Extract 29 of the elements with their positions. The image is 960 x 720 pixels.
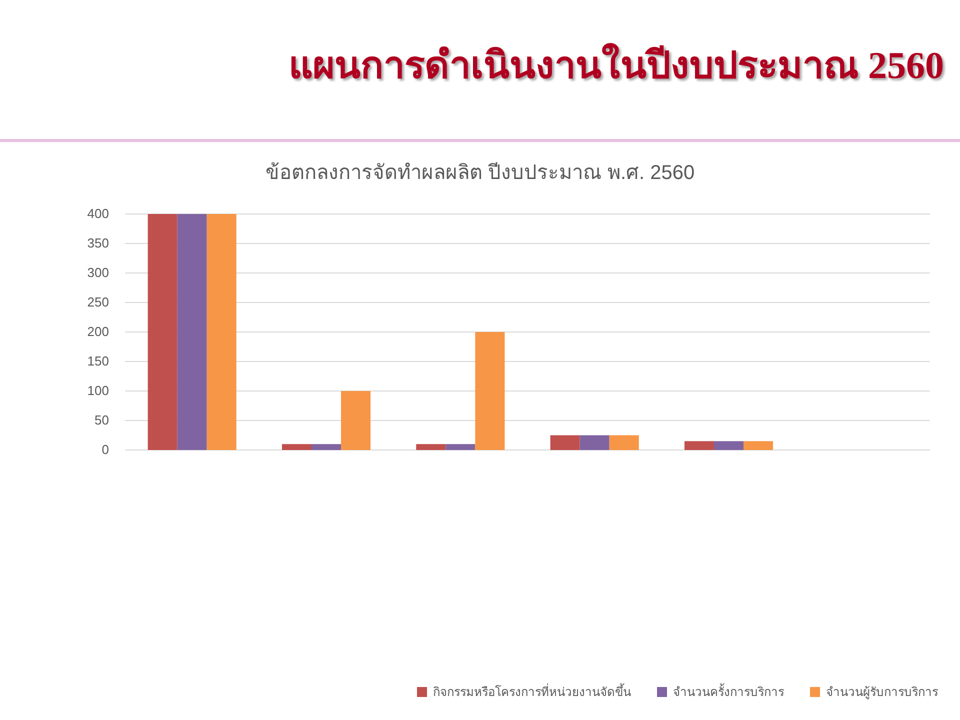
chart-subtitle: ข้อตกลงการจัดทำผลผลิต ปีงบประมาณ พ.ศ. 2560 [265,162,695,184]
bar [744,441,774,450]
y-tick-label: 100 [87,383,109,398]
bar [684,441,714,450]
y-tick-label: 200 [87,324,109,340]
y-tick-label: 150 [87,354,109,369]
y-tick-label: 400 [87,206,109,222]
bar [446,444,476,450]
y-tick-label: 0 [102,442,109,458]
bar [148,214,178,450]
legend-label: จำนวนครั้งการบริการ [673,683,785,699]
bar [341,391,371,450]
bar [475,332,505,450]
bar [206,214,236,450]
y-tick-label: 50 [94,412,109,428]
bar [282,444,312,450]
y-tick-label: 300 [87,265,109,280]
y-tick-label: 250 [87,294,109,310]
bar [609,435,639,450]
bar [580,435,610,450]
legend-label: กิจกรรมหรือโครงการที่หน่วยงานจัดขึ้น [433,683,631,699]
bar [311,444,342,450]
bar [714,441,744,450]
chart-title: แผนการดำเนินงานในปีงบประมาณ 2560 [288,43,944,87]
bar [416,444,446,450]
y-tick-label: 350 [87,236,109,251]
bar [177,214,207,450]
bar [550,435,580,450]
legend-label: จำนวนผู้รับการบริการ [826,685,939,700]
